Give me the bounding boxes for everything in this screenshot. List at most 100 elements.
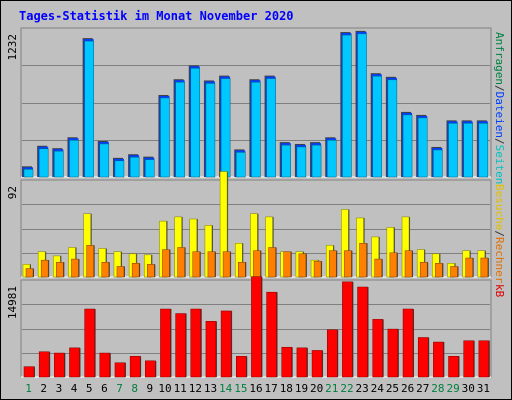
bar-hosts	[435, 263, 443, 278]
bar-kb	[326, 329, 338, 378]
panel-top: 1232 Anfragen/Dateien/Seiten	[6, 27, 506, 184]
bar-kb	[448, 356, 459, 378]
bar-hosts	[298, 253, 307, 278]
chart-title: Tages-Statistik im Monat November 2020	[19, 9, 294, 23]
panel-legend: Anfragen/Dateien/Seiten	[493, 32, 506, 184]
bar-pages	[190, 68, 201, 178]
x-tick-label: 25	[386, 382, 399, 395]
bar-kb	[145, 360, 156, 378]
bar-hosts	[71, 258, 79, 278]
bar-hosts	[192, 251, 201, 278]
bar-kb	[54, 352, 65, 378]
bar-pages	[433, 149, 443, 178]
bar-kb	[342, 281, 353, 378]
bar-pages	[463, 123, 473, 178]
bar-pages	[402, 114, 413, 178]
bar-hosts	[344, 250, 352, 278]
bar-hosts	[86, 245, 94, 278]
bar-hosts	[268, 247, 276, 278]
x-tick-label: 3	[56, 382, 63, 395]
bar-hosts	[222, 251, 231, 278]
bar-kb	[129, 356, 141, 378]
x-tick-label: 30	[462, 382, 475, 395]
bar-hosts	[359, 243, 367, 278]
bar-hosts	[207, 251, 216, 278]
bar-hosts	[238, 261, 246, 278]
panel-legend: Besuche/Rechner	[493, 184, 506, 284]
bar-kb	[402, 308, 414, 378]
x-tick-label: 17	[265, 382, 278, 395]
x-tick-label: 11	[174, 382, 187, 395]
bar-hosts	[480, 257, 489, 278]
x-tick-label: 12	[189, 382, 202, 395]
bar-pages	[205, 83, 216, 178]
x-tick-label: 8	[131, 382, 138, 395]
bar-hosts	[101, 261, 110, 278]
legend-entry: /	[493, 138, 506, 145]
x-tick-label: 7	[116, 382, 123, 395]
legend-entry: /	[493, 85, 506, 92]
x-tick-label: 6	[101, 382, 108, 395]
x-tick-label: 28	[431, 382, 444, 395]
bar-pages	[326, 140, 337, 178]
bar-hosts	[313, 260, 322, 278]
x-tick-label: 27	[416, 382, 429, 395]
panel-middle: 92 Besuche/Rechner	[6, 171, 506, 284]
bars-top	[22, 30, 489, 178]
legend-entry: Dateien	[493, 92, 506, 138]
bar-kb	[84, 308, 95, 378]
legend-entry: Anfragen	[493, 32, 506, 85]
y-max-label: 14981	[6, 286, 19, 319]
bar-hosts	[465, 257, 473, 278]
legend-entry: kB	[493, 284, 506, 298]
bar-hosts	[177, 247, 185, 278]
bar-kb	[357, 286, 368, 378]
x-tick-label: 16	[249, 382, 262, 395]
x-tick-label: 14	[219, 382, 233, 395]
bar-pages	[342, 34, 352, 178]
bar-pages	[129, 156, 140, 178]
bar-pages	[114, 160, 125, 178]
bar-pages	[296, 146, 307, 178]
bar-pages	[281, 144, 291, 178]
bar-kb	[251, 276, 262, 378]
bar-kb	[311, 350, 323, 378]
panel-bottom: 14981 kB	[6, 276, 506, 378]
bar-kb	[23, 366, 35, 378]
bar-pages	[448, 123, 458, 178]
bar-kb	[266, 291, 277, 378]
bar-pages	[387, 79, 398, 178]
bar-hosts	[147, 264, 155, 278]
x-tick-label: 5	[86, 382, 93, 395]
x-tick-label: 31	[477, 382, 490, 395]
bar-hosts	[56, 261, 64, 278]
bar-hosts	[450, 266, 458, 278]
legend-entry: /	[493, 230, 506, 237]
bar-kb	[175, 313, 186, 378]
bar-hosts	[116, 266, 125, 278]
bar-pages	[478, 123, 489, 178]
bar-hosts	[328, 250, 337, 278]
bar-hosts	[40, 259, 49, 278]
x-tick-label: 15	[234, 382, 247, 395]
bar-kb	[160, 308, 171, 378]
bars-bottom	[23, 276, 490, 378]
x-tick-label: 2	[40, 382, 47, 395]
bar-kb	[236, 356, 247, 378]
bar-pages	[311, 144, 322, 178]
legend-entry: Seiten	[493, 145, 506, 185]
bar-kb	[387, 328, 399, 378]
bar-pages	[417, 117, 428, 178]
bar-hosts	[253, 250, 261, 278]
bar-pages	[251, 81, 261, 178]
y-max-label: 1232	[6, 34, 19, 61]
bar-pages	[23, 169, 34, 178]
bar-hosts	[374, 258, 382, 278]
bar-pages	[236, 152, 246, 178]
bar-hosts	[389, 252, 398, 278]
x-tick-label: 9	[147, 382, 154, 395]
bar-kb	[205, 321, 217, 378]
y-max-label: 92	[6, 186, 19, 199]
bar-hosts	[131, 263, 140, 278]
